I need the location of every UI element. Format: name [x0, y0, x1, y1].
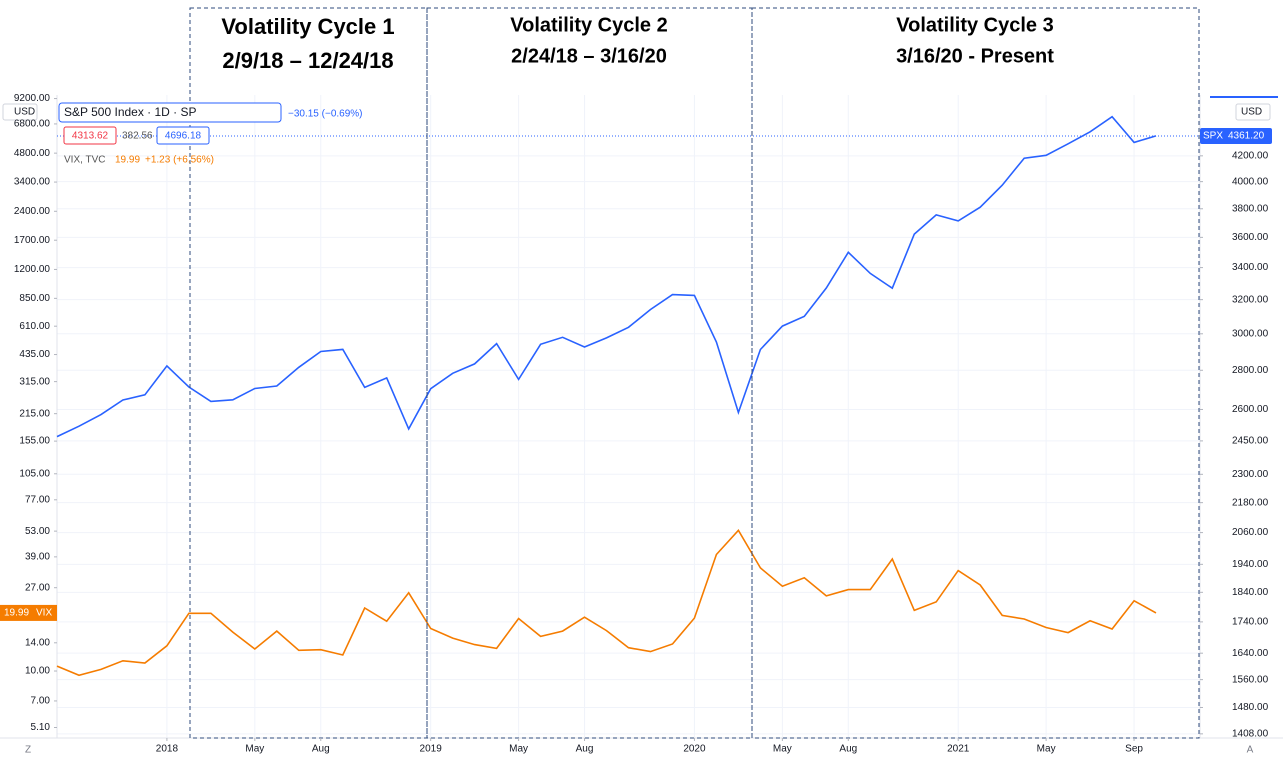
plot: [56, 115, 1200, 677]
y-tick-label: 27.00: [25, 582, 50, 593]
y2-tick-label: 1840.00: [1232, 587, 1269, 598]
x-tick-label: May: [245, 744, 264, 755]
legend-series: VIX, TVC: [64, 155, 106, 166]
y-tick-label: 14.00: [25, 637, 50, 648]
price-tag-name: SPX: [1203, 131, 1223, 142]
y2-tick-label: 3000.00: [1232, 328, 1269, 339]
scale-button[interactable]: A: [1247, 745, 1254, 756]
y-tick-label: 1700.00: [14, 235, 51, 246]
series-line: [56, 528, 1157, 677]
y-tick-label: 39.00: [25, 551, 50, 562]
price-tag-value: 19.99: [4, 608, 29, 619]
y2-tick-label: 2300.00: [1232, 469, 1269, 480]
x-tick-label: 2020: [683, 744, 706, 755]
y2-tick-label: 2060.00: [1232, 527, 1269, 538]
cycle-title: Volatility Cycle 1: [221, 14, 394, 39]
legend-range: 382.56: [122, 131, 153, 142]
y-tick-label: 3400.00: [14, 177, 51, 188]
x-tick-label: 2019: [420, 744, 443, 755]
price-tag: [1200, 127, 1272, 144]
x-tick-label: 2018: [156, 744, 179, 755]
legend-high: 4696.18: [165, 131, 202, 142]
y-tick-label: 105.00: [19, 468, 50, 479]
y-tick-label: 6800.00: [14, 119, 51, 130]
legend-change: −30.15 (−0.69%): [288, 109, 363, 120]
y-tick-label: 435.00: [19, 349, 50, 360]
price-tag-name: VIX: [36, 608, 52, 619]
x-tick-label: 2021: [947, 744, 970, 755]
legend-low-box: [63, 126, 117, 145]
y2-tick-label: 4200.00: [1232, 150, 1269, 161]
currency-button[interactable]: [1235, 103, 1271, 121]
y-tick-label: 155.00: [19, 436, 50, 447]
currency-button[interactable]: [2, 103, 38, 121]
cycle-title: Volatility Cycle 2: [510, 14, 667, 36]
cycle-title: Volatility Cycle 3: [896, 14, 1053, 36]
currency-right: USD: [1241, 107, 1262, 118]
y2-tick-label: 3200.00: [1232, 294, 1269, 305]
scale-button[interactable]: Z: [25, 745, 31, 756]
y-tick-label: 77.00: [25, 494, 50, 505]
y-tick-label: 610.00: [19, 321, 50, 332]
legend-high-box: [156, 126, 210, 145]
y-tick-label: 315.00: [19, 376, 50, 387]
y-tick-label: 1200.00: [14, 264, 51, 275]
axes: 2018 May Aug 2019 May Aug 2020 May Aug 2021 May Sep…: [0, 93, 1272, 755]
grid: [57, 95, 1200, 738]
price-tag: [0, 604, 57, 621]
y2-tick-label: 2450.00: [1232, 436, 1269, 447]
cycle-dates: 3/16/20 - Present: [896, 45, 1054, 67]
x-tick-label: Aug: [839, 744, 857, 755]
cycle-box: [426, 7, 753, 739]
currency-left: USD: [14, 107, 35, 118]
y-tick-label: 53.00: [25, 526, 50, 537]
cycle-dates: 2/24/18 – 3/16/20: [511, 45, 667, 67]
y-tick-label: 10.00: [25, 666, 50, 677]
y-tick-label: 215.00: [19, 408, 50, 419]
legend-vix-last: 19.99: [115, 155, 140, 166]
y-tick-label: 9200.00: [14, 93, 51, 104]
y2-tick-label: 1640.00: [1232, 648, 1269, 659]
x-tick-label: May: [1037, 744, 1056, 755]
x-tick-label: Sep: [1125, 744, 1143, 755]
y2-tick-label: 3600.00: [1232, 232, 1269, 243]
y-tick-label: 7.00: [31, 696, 51, 707]
y2-tick-label: 4000.00: [1232, 176, 1269, 187]
y2-tick-label: 3800.00: [1232, 203, 1269, 214]
y2-tick-label: 3400.00: [1232, 262, 1269, 273]
series-line: [56, 115, 1157, 438]
y-tick-label: 5.10: [31, 722, 51, 733]
x-tick-label: Aug: [312, 744, 330, 755]
legend-series: S&P 500 Index · 1D · SP: [64, 105, 197, 119]
y2-tick-label: 1940.00: [1232, 559, 1269, 570]
x-tick-label: May: [773, 744, 792, 755]
y-tick-label: 2400.00: [14, 206, 51, 217]
legend-low: 4313.62: [72, 131, 109, 142]
y2-tick-label: 2180.00: [1232, 497, 1269, 508]
price-tag-value: 4361.20: [1228, 131, 1265, 142]
y2-tick-label: 2800.00: [1232, 365, 1269, 376]
y2-tick-label: 1408.00: [1232, 728, 1269, 739]
cycle-box: [751, 7, 1200, 739]
legend-box[interactable]: [58, 102, 282, 123]
y2-tick-label: 2600.00: [1232, 404, 1269, 415]
x-tick-label: May: [509, 744, 528, 755]
x-tick-label: Aug: [576, 744, 594, 755]
y-tick-label: 4800.00: [14, 148, 51, 159]
cycle-dates: 2/9/18 – 12/24/18: [222, 48, 393, 73]
y2-tick-label: 1480.00: [1232, 702, 1269, 713]
legend-vix-change: +1.23 (+6.56%): [145, 155, 214, 166]
y2-tick-label: 1560.00: [1232, 674, 1269, 685]
y2-tick-label: 1740.00: [1232, 617, 1269, 628]
y-tick-label: 850.00: [19, 293, 50, 304]
